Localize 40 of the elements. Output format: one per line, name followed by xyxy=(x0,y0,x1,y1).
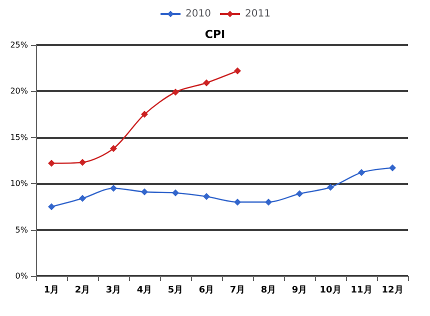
point xyxy=(327,184,334,191)
x-tick-label: 11月 xyxy=(350,284,372,296)
x-tick-label: 4月 xyxy=(136,284,152,296)
point xyxy=(234,67,241,74)
x-tick-label: 5月 xyxy=(168,284,184,296)
point xyxy=(389,164,396,172)
y-tick-label: 5% xyxy=(15,225,28,234)
legend-label: 2010 xyxy=(186,8,212,20)
x-tick-label: 6月 xyxy=(198,284,214,296)
y-tick-label: 25% xyxy=(10,40,28,50)
legend-label: 2011 xyxy=(245,8,270,20)
y-tick-label: 20% xyxy=(10,86,28,96)
point xyxy=(110,184,117,192)
x-tick-label: 8月 xyxy=(260,284,276,296)
y-tick-label: 15% xyxy=(10,132,28,142)
y-tick-label: 10% xyxy=(10,179,28,188)
point xyxy=(141,188,148,196)
point xyxy=(203,193,210,200)
point xyxy=(79,158,86,166)
point xyxy=(48,203,55,210)
chart-title: CPI xyxy=(204,28,226,41)
point xyxy=(110,144,117,152)
y-tick-label: 0% xyxy=(15,272,28,280)
point xyxy=(172,88,179,96)
x-tick-label: 2月 xyxy=(74,284,90,296)
x-tick-label: 1月 xyxy=(44,284,60,296)
x-tick-label: 10月 xyxy=(320,284,342,296)
point xyxy=(79,194,86,202)
x-tick-label: 7月 xyxy=(230,284,246,296)
point xyxy=(203,79,210,86)
x-tick-label: 3月 xyxy=(106,284,122,296)
point xyxy=(265,198,272,206)
point xyxy=(48,160,55,167)
point xyxy=(358,169,365,176)
point xyxy=(141,110,148,118)
point xyxy=(172,189,179,196)
point xyxy=(296,190,303,198)
x-tick-label: 12月 xyxy=(382,284,404,296)
x-tick-label: 9月 xyxy=(292,284,308,296)
point xyxy=(234,198,241,206)
